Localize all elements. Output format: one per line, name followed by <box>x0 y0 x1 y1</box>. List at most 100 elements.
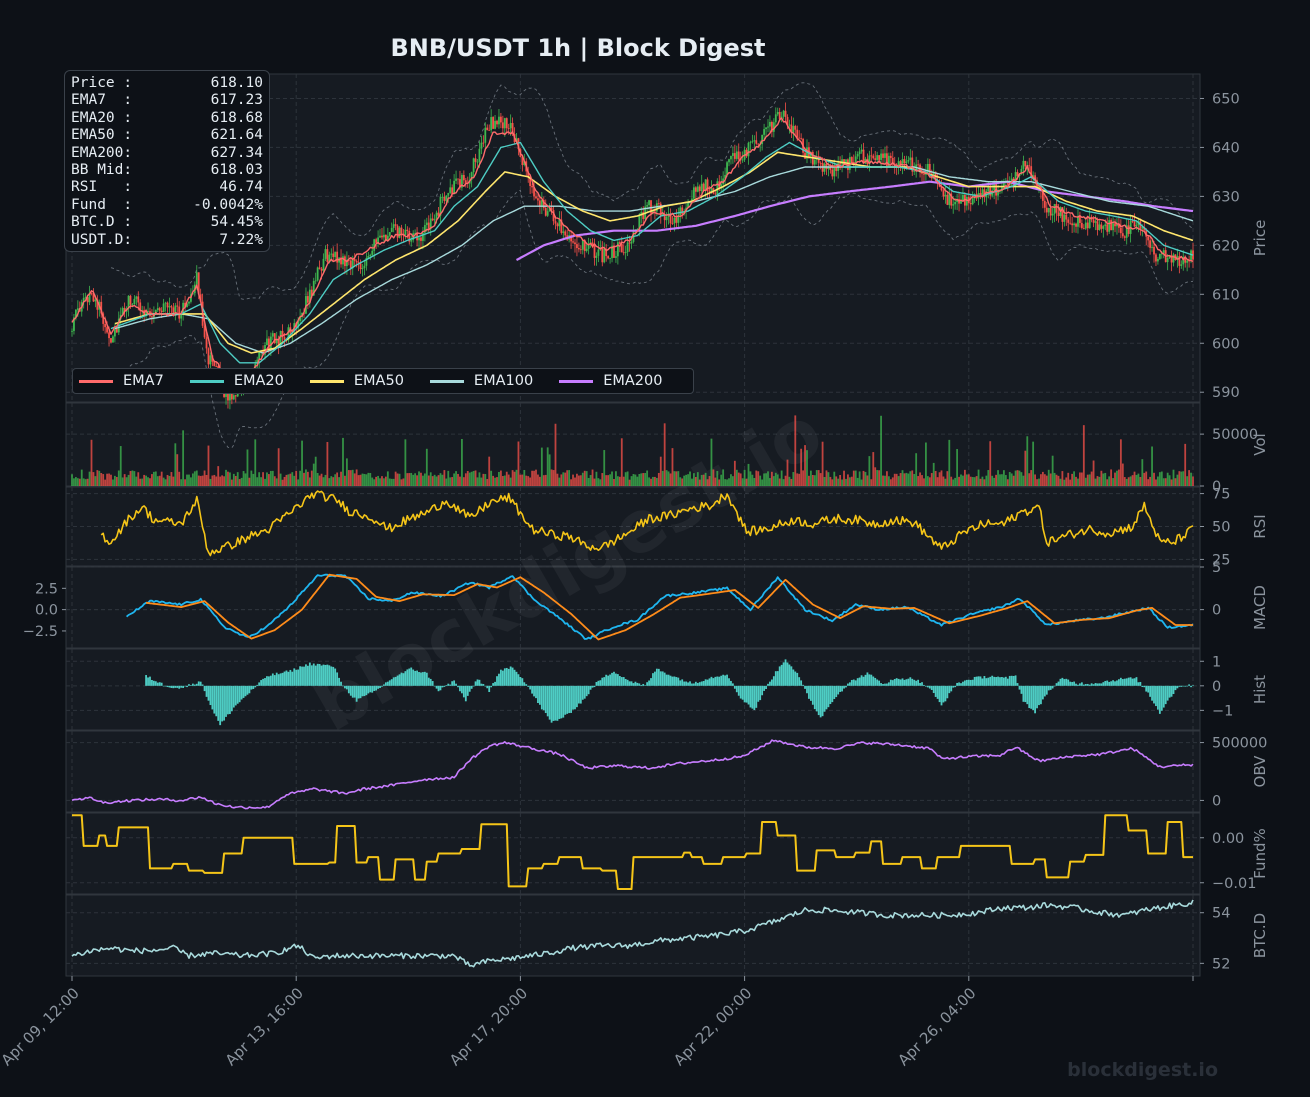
candle-body <box>544 207 547 216</box>
candle-body <box>113 328 116 337</box>
histogram-bar <box>1104 680 1107 686</box>
histogram-bar <box>1186 685 1189 687</box>
volume-bar <box>416 475 418 486</box>
volume-bar <box>770 471 773 486</box>
volume-bar <box>258 472 261 486</box>
histogram-bar <box>1125 678 1128 686</box>
candle-body <box>1061 207 1064 222</box>
x-tick-label: Apr 13, 16:00 <box>222 984 307 1069</box>
volume-bar <box>1080 472 1083 486</box>
histogram-bar <box>201 684 204 686</box>
histogram-bar <box>427 677 430 686</box>
candle-body <box>340 257 342 265</box>
histogram-bar <box>396 675 399 686</box>
candle-body <box>556 223 559 227</box>
volume-bar <box>209 478 212 486</box>
volume-bar <box>691 478 693 486</box>
volume-bar <box>780 470 783 486</box>
y-axis-label-price: Price <box>1251 220 1269 257</box>
volume-bar <box>611 471 613 486</box>
volume-bar <box>223 476 225 486</box>
candle-body <box>1071 223 1074 226</box>
volume-bar <box>1028 473 1031 486</box>
x-tick-label: Apr 17, 20:00 <box>446 984 531 1069</box>
histogram-bar <box>850 679 853 686</box>
candle-body <box>1127 225 1130 234</box>
volume-bar <box>640 473 643 486</box>
candle-body <box>868 155 871 165</box>
volume-bar <box>979 478 982 486</box>
histogram-bar <box>1079 683 1081 686</box>
candle-body <box>1094 221 1097 223</box>
volume-bar <box>1084 477 1087 486</box>
histogram-bar <box>954 685 957 688</box>
candle-body <box>681 207 684 215</box>
volume-bar <box>1125 478 1128 486</box>
histogram-bar <box>517 674 520 686</box>
candle-body <box>673 217 676 224</box>
candle-body <box>529 176 532 186</box>
volume-bar <box>496 477 498 486</box>
histogram-bar <box>683 681 686 686</box>
volume-bar <box>1151 446 1153 486</box>
volume-bar <box>710 438 713 486</box>
histogram-bar <box>991 675 994 686</box>
histogram-bar <box>925 685 927 687</box>
histogram-bar <box>568 685 571 714</box>
histogram-bar <box>468 685 471 692</box>
candle-body <box>1086 222 1089 229</box>
candle-body <box>1168 255 1171 259</box>
histogram-bar <box>1036 685 1038 709</box>
histogram-bar <box>240 685 243 700</box>
candle-body <box>720 184 723 189</box>
histogram-bar <box>1182 685 1185 687</box>
histogram-bar <box>716 676 719 686</box>
info-value: 7.22% <box>219 231 263 248</box>
candle-body <box>326 249 329 263</box>
histogram-bar <box>593 685 596 688</box>
volume-bar <box>774 472 777 486</box>
histogram-bar <box>1082 684 1085 686</box>
volume-bar <box>188 474 190 486</box>
candle-body <box>839 163 842 165</box>
histogram-bar <box>1020 685 1023 694</box>
volume-bar <box>1045 475 1048 486</box>
info-value: 54.45% <box>210 214 263 231</box>
volume-bar <box>151 474 153 486</box>
info-value: 618.10 <box>210 75 263 91</box>
volume-bar <box>802 470 804 486</box>
volume-bar <box>940 470 943 486</box>
volume-bar <box>1160 471 1163 486</box>
histogram-bar <box>876 679 879 686</box>
volume-bar <box>246 449 249 486</box>
volume-bar <box>242 471 245 486</box>
volume-bar <box>874 467 877 486</box>
candle-body <box>548 207 551 212</box>
volume-bar <box>191 473 194 486</box>
volume-bar <box>999 474 1001 486</box>
volume-bar <box>168 475 171 486</box>
candle-body <box>347 259 350 261</box>
candle-body <box>445 195 448 201</box>
volume-bar <box>815 470 818 486</box>
volume-bar <box>903 473 906 486</box>
volume-bar <box>1106 479 1109 486</box>
histogram-bar <box>644 685 647 686</box>
histogram-bar <box>700 681 703 686</box>
histogram-bar <box>193 684 196 686</box>
legend-item-ema100: EMA100 <box>429 373 533 389</box>
candle-body <box>86 297 89 303</box>
candle-body <box>145 312 147 316</box>
candle-body <box>1151 246 1153 248</box>
candle-body <box>767 126 769 128</box>
volume-bar <box>400 479 403 486</box>
histogram-bar <box>848 682 851 686</box>
histogram-bar <box>895 678 898 686</box>
histogram-bar <box>856 678 859 686</box>
histogram-bar <box>823 685 826 712</box>
candle-body <box>642 212 645 220</box>
histogram-bar <box>1121 679 1124 686</box>
candle-body <box>628 242 631 244</box>
volume-bar <box>480 477 483 486</box>
candle-body <box>650 200 652 214</box>
